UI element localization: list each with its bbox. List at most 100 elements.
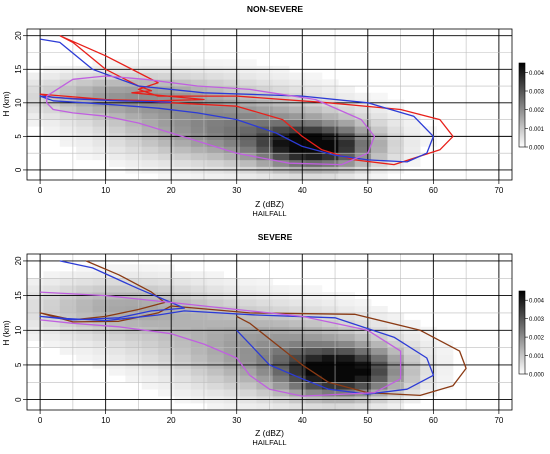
heatmap-cell xyxy=(43,319,61,328)
heatmap-cell xyxy=(76,146,93,154)
heatmap-cell xyxy=(174,347,192,355)
heatmap-cell xyxy=(207,347,224,355)
heatmap-cell xyxy=(108,347,126,355)
heatmap-cell xyxy=(354,403,372,411)
heatmap-cell xyxy=(174,139,192,147)
heatmap-cell xyxy=(289,347,306,355)
heatmap-cell xyxy=(174,312,192,321)
colorbar-tick-label: 0.001 xyxy=(529,127,545,133)
heatmap-cell xyxy=(92,59,110,67)
heatmap-cell xyxy=(207,86,224,94)
heatmap-cell xyxy=(207,59,224,67)
heatmap-cell xyxy=(207,312,224,321)
heatmap-cell xyxy=(76,92,93,100)
heatmap-cell xyxy=(125,126,142,134)
heatmap-cell xyxy=(43,306,61,314)
heatmap-cell xyxy=(207,319,224,328)
heatmap-cell xyxy=(272,72,290,80)
heatmap-cell xyxy=(272,106,290,114)
x-tick-label: 30 xyxy=(232,186,241,195)
heatmap-cell xyxy=(141,299,159,307)
heatmap-cell xyxy=(174,368,192,376)
heatmap-cell xyxy=(76,347,93,355)
heatmap-cell xyxy=(125,354,142,362)
heatmap-cell xyxy=(92,146,110,154)
heatmap-cell xyxy=(43,112,61,120)
heatmap-cell xyxy=(338,159,356,167)
x-tick-label: 20 xyxy=(167,186,176,195)
heatmap-cell xyxy=(403,368,421,376)
heatmap-cell xyxy=(321,106,339,114)
chart-panel-2: 0 10 20 30 40 50 60 70 0 5 10 15 20 SEVERE Z (dBZ)HAIL… xyxy=(1,232,545,447)
heatmap-cell xyxy=(321,306,339,314)
heatmap-cell xyxy=(125,106,142,114)
y-tick-label: 15 xyxy=(14,64,23,73)
heatmap-cell xyxy=(76,139,93,147)
heatmap-cell xyxy=(141,306,159,314)
heatmap-cell xyxy=(256,278,274,286)
heatmap-cell xyxy=(387,340,405,348)
heatmap-cell xyxy=(141,159,159,167)
heatmap-cell xyxy=(76,333,93,341)
heatmap-cell xyxy=(158,278,175,286)
heatmap-cell xyxy=(207,354,224,362)
heatmap-cell xyxy=(371,126,388,134)
heatmap-cell xyxy=(305,86,323,94)
heatmap-cell xyxy=(240,139,257,147)
x-tick-label: 70 xyxy=(494,186,503,195)
heatmap-cell xyxy=(92,340,110,348)
heatmap-cell xyxy=(321,319,339,328)
heatmap-cell xyxy=(158,59,175,67)
heatmap-cell xyxy=(108,340,126,348)
heatmap-cell xyxy=(27,86,44,94)
heatmap-cell xyxy=(371,153,388,161)
heatmap-cell xyxy=(420,340,437,348)
heatmap-cell xyxy=(141,119,159,127)
heatmap-cell xyxy=(289,368,306,376)
heatmap-cell xyxy=(305,119,323,127)
heatmap-cell xyxy=(141,375,159,383)
heatmap-cell xyxy=(43,278,61,286)
x-axis-sublabel: HAILFALL xyxy=(252,209,286,218)
heatmap-cell xyxy=(305,347,323,355)
heatmap-cell xyxy=(371,106,388,114)
colorbar-tick-label: 0.000 xyxy=(529,373,545,379)
heatmap-cell xyxy=(141,79,159,87)
heatmap-cell xyxy=(354,119,372,127)
heatmap-cell xyxy=(240,126,257,134)
heatmap-cell xyxy=(272,403,290,411)
heatmap-cell xyxy=(190,389,208,397)
heatmap-cell xyxy=(158,347,175,355)
heatmap-cell xyxy=(223,139,241,147)
heatmap-cell xyxy=(223,59,241,67)
heatmap-cell xyxy=(338,92,356,100)
heatmap-cell xyxy=(27,278,44,286)
heatmap-cell xyxy=(43,72,61,80)
colorbar-gradient xyxy=(518,290,526,375)
heatmap-cell xyxy=(403,347,421,355)
heatmap-cell xyxy=(59,319,77,328)
y-tick-label: 10 xyxy=(14,325,23,334)
heatmap-cell xyxy=(125,312,142,321)
heatmap-cell xyxy=(125,119,142,127)
heatmap-cell xyxy=(158,173,175,181)
heatmap-cell xyxy=(403,153,421,161)
heatmap-cell xyxy=(387,126,405,134)
colorbar-tick-label: 0.004 xyxy=(529,71,545,77)
heatmap-cell xyxy=(141,106,159,114)
heatmap-cell xyxy=(43,271,61,279)
heatmap-cell xyxy=(256,340,274,348)
heatmap-cell xyxy=(223,285,241,293)
heatmap-cell xyxy=(174,319,192,328)
heatmap-cell xyxy=(190,139,208,147)
heatmap-cell xyxy=(338,319,356,328)
heatmap-cell xyxy=(223,333,241,341)
x-axis-label: Z (dBZ) xyxy=(255,428,284,438)
heatmap-cell xyxy=(272,112,290,120)
colorbar-tick-label: 0.001 xyxy=(529,354,545,360)
heatmap-cell xyxy=(403,354,421,362)
heatmap-cell xyxy=(92,278,110,286)
x-tick-label: 60 xyxy=(429,416,438,425)
heatmap-cell xyxy=(92,86,110,94)
heatmap-cell xyxy=(240,375,257,383)
